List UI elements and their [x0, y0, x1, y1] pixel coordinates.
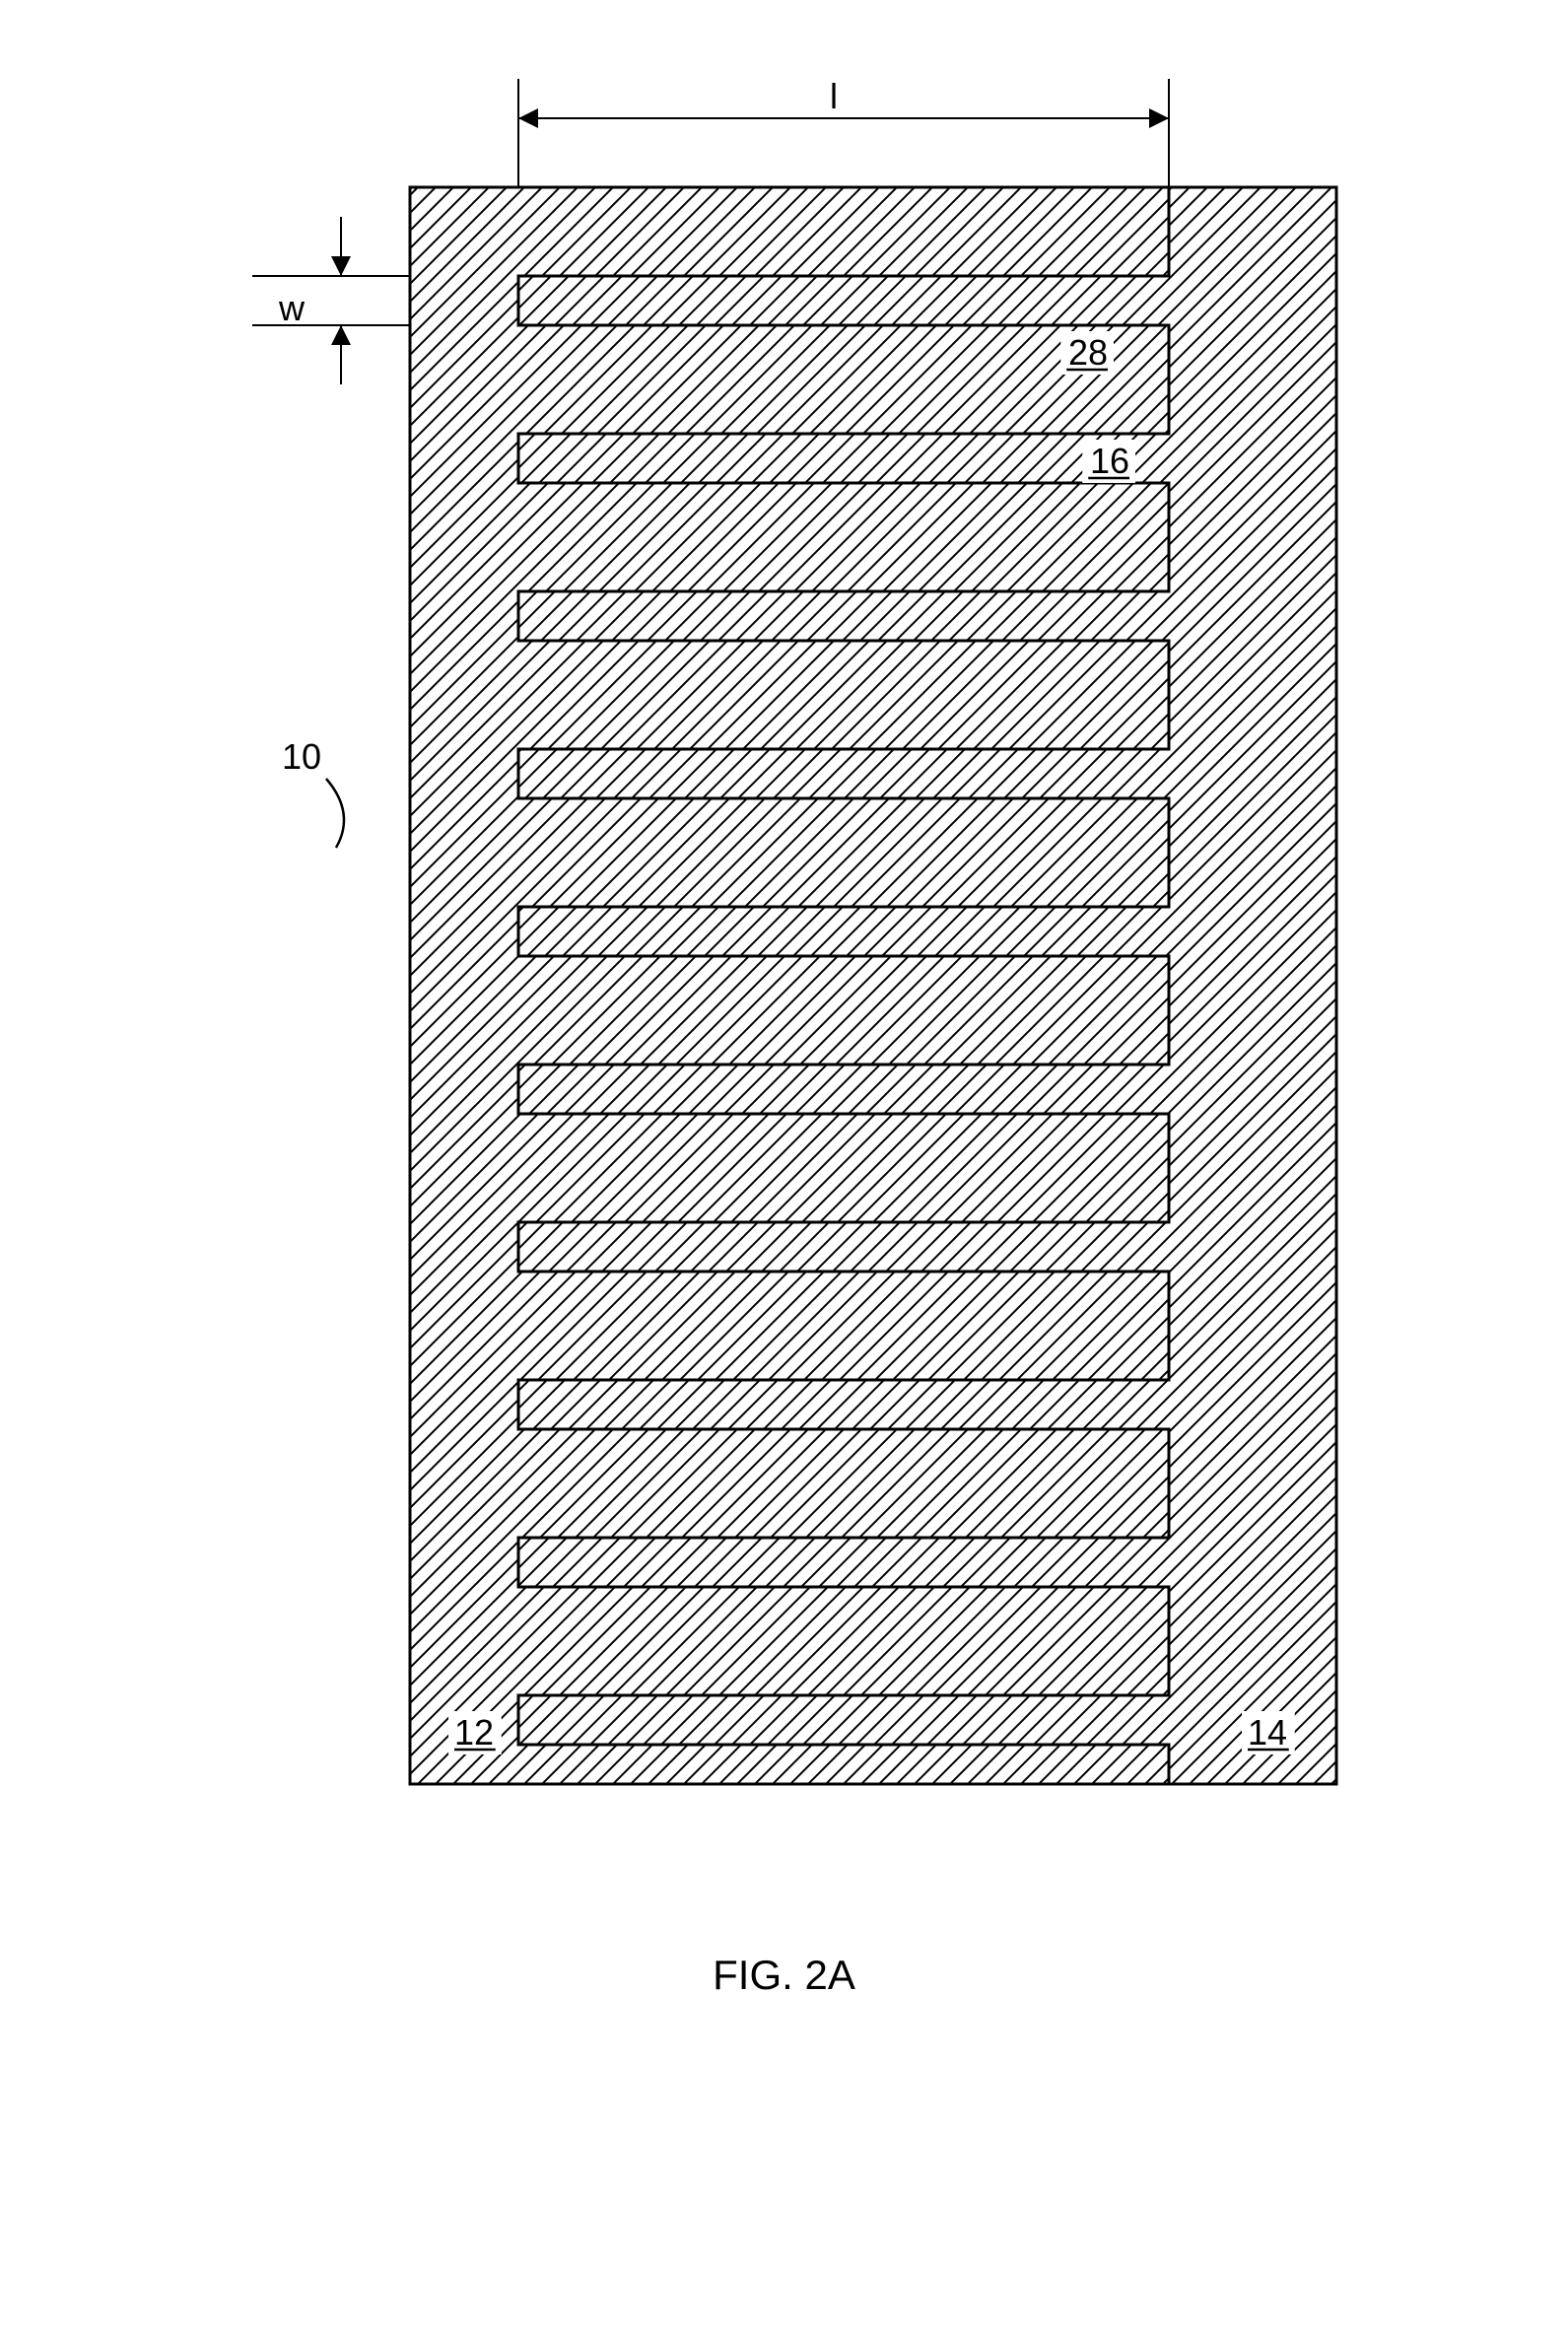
cross-section-diagram: 10 12 14 16 28 l w — [193, 39, 1376, 1912]
svg-text:28: 28 — [1067, 332, 1107, 373]
figure-2a: 10 12 14 16 28 l w FIG. 2A — [193, 39, 1376, 1999]
svg-text:10: 10 — [281, 736, 320, 777]
svg-text:w: w — [278, 288, 306, 328]
figure-caption: FIG. 2A — [193, 1952, 1376, 1999]
svg-text:l: l — [830, 76, 838, 116]
svg-text:12: 12 — [454, 1712, 494, 1753]
svg-text:16: 16 — [1089, 441, 1128, 481]
svg-text:14: 14 — [1248, 1712, 1287, 1753]
